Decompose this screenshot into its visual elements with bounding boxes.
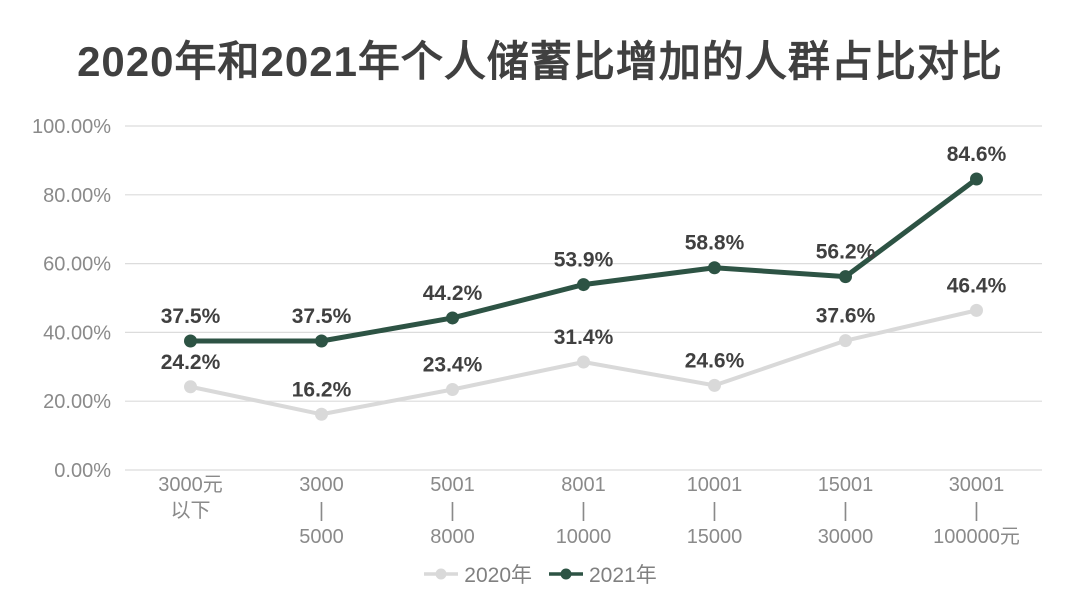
data-point-2021年 bbox=[315, 334, 328, 348]
y-axis-tick-label: 20.00% bbox=[43, 391, 111, 413]
data-point-2020年 bbox=[577, 355, 590, 369]
x-axis-category-label: 10001 | 15000 bbox=[687, 474, 743, 548]
value-label-2020年: 23.4% bbox=[423, 354, 483, 377]
value-label-2020年: 37.6% bbox=[816, 305, 876, 328]
x-axis-category-label: 15001 | 30000 bbox=[818, 474, 874, 548]
data-point-2021年 bbox=[577, 278, 590, 292]
data-point-2021年 bbox=[184, 334, 197, 348]
data-point-2021年 bbox=[839, 270, 852, 284]
x-axis-category-label: 3000 | 5000 bbox=[299, 474, 344, 548]
value-label-2020年: 31.4% bbox=[554, 326, 614, 349]
legend-marker-icon bbox=[549, 568, 583, 580]
value-label-2020年: 24.6% bbox=[685, 349, 745, 372]
value-label-2021年: 37.5% bbox=[161, 305, 221, 328]
data-point-2020年 bbox=[708, 378, 721, 392]
chart-title: 2020年和2021年个人储蓄比增加的人群占比对比 bbox=[77, 38, 1003, 85]
y-axis-tick-label: 80.00% bbox=[43, 185, 111, 207]
x-axis-category-label: 5001 | 8000 bbox=[430, 474, 475, 548]
value-label-2021年: 44.2% bbox=[423, 282, 483, 305]
value-label-2020年: 46.4% bbox=[947, 274, 1007, 297]
value-label-2020年: 16.2% bbox=[292, 378, 352, 401]
data-point-2020年 bbox=[446, 383, 459, 397]
data-point-2020年 bbox=[839, 334, 852, 348]
y-axis-tick-label: 40.00% bbox=[43, 322, 111, 344]
data-point-2021年 bbox=[708, 261, 721, 275]
y-axis-tick-label: 60.00% bbox=[43, 254, 111, 276]
data-point-2020年 bbox=[184, 380, 197, 394]
value-label-2021年: 53.9% bbox=[554, 249, 614, 272]
data-point-2021年 bbox=[446, 311, 459, 325]
y-axis-tick-label: 100.00% bbox=[32, 116, 111, 138]
legend-item-2021年: 2021年 bbox=[548, 559, 657, 589]
x-axis-category-label: 30001 | 100000元 bbox=[933, 474, 1020, 548]
data-point-2020年 bbox=[315, 407, 328, 421]
data-point-2020年 bbox=[970, 303, 983, 317]
data-point-2021年 bbox=[970, 172, 983, 186]
value-label-2021年: 58.8% bbox=[685, 232, 745, 255]
value-label-2021年: 37.5% bbox=[292, 305, 352, 328]
value-label-2020年: 24.2% bbox=[161, 351, 221, 374]
y-axis-tick-label: 0.00% bbox=[54, 460, 111, 482]
legend-label: 2021年 bbox=[589, 564, 657, 587]
legend-label: 2020年 bbox=[464, 564, 532, 587]
legend-marker-icon bbox=[424, 568, 459, 580]
chart-legend: 2020年 2021年 bbox=[0, 558, 1080, 590]
legend-item-2020年: 2020年 bbox=[423, 559, 532, 589]
value-label-2021年: 84.6% bbox=[947, 143, 1007, 166]
x-axis-category-label: 8001 | 10000 bbox=[556, 474, 612, 548]
value-label-2021年: 56.2% bbox=[816, 241, 876, 264]
x-axis-category-label: 3000元以下 bbox=[158, 474, 223, 522]
